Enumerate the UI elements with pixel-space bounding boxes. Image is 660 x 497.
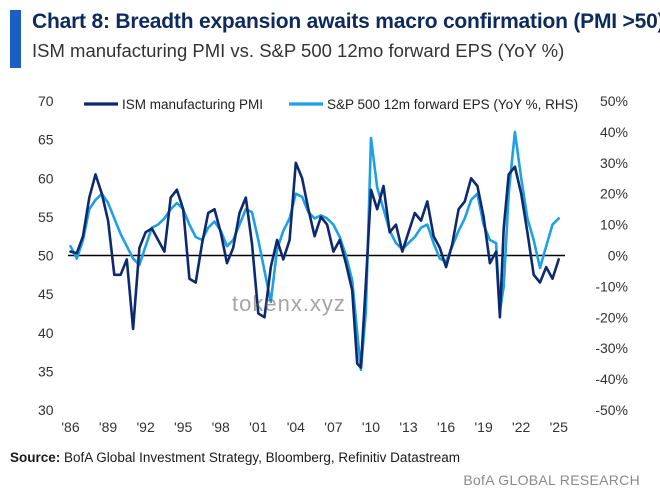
y-axis-left: 70 65 60 55 50 45 40 35 30 [38,93,54,418]
chart-title: Chart 8: Breadth expansion awaits macro … [32,10,660,33]
x-tick-label: '95 [174,419,192,435]
y-axis-right: 50% 40% 30% 20% 10% 0% -10% -20% -30% -40% -50% [595,93,628,418]
y-left-tick-label: 50 [38,248,54,264]
x-tick-label: '92 [136,419,154,435]
y-right-tick-label: 20% [600,186,628,202]
x-tick-label: '13 [399,419,417,435]
brand-label: BofA GLOBAL RESEARCH [463,472,640,488]
y-right-tick-label: 10% [600,217,628,233]
x-tick-label: '89 [99,419,117,435]
x-axis: '86 '89 '92 '95 '98 '01 '04 '07 '10 '13 '16 '19 '22 '… [61,419,568,435]
source-label: Source: [10,450,61,465]
y-right-tick-label: 40% [600,124,628,140]
chart-subtitle: ISM manufacturing PMI vs. S&P 500 12mo f… [32,40,565,61]
x-tick-label: '19 [475,419,493,435]
y-left-tick-label: 65 [38,132,54,148]
y-right-tick-label: 30% [600,155,628,171]
y-left-tick-label: 55 [38,209,54,225]
source-note: Source: BofA Global Investment Strategy,… [10,450,650,465]
y-right-tick-label: -30% [595,340,628,356]
y-right-tick-label: -20% [595,309,628,325]
y-right-tick-label: -10% [595,278,628,294]
y-left-tick-label: 35 [38,363,54,379]
source-text: BofA Global Investment Strategy, Bloombe… [64,450,460,465]
y-left-tick-label: 70 [38,93,54,109]
y-left-tick-label: 40 [38,325,54,341]
x-tick-label: '07 [324,419,342,435]
x-tick-label: '10 [362,419,380,435]
title-accent-bar [10,10,21,68]
x-tick-label: '04 [287,419,305,435]
series-lines [69,130,560,372]
x-tick-label: '86 [61,419,79,435]
x-tick-label: '98 [212,419,230,435]
y-left-tick-label: 60 [38,170,54,186]
legend-label: ISM manufacturing PMI [122,97,263,112]
x-tick-label: '25 [550,419,568,435]
ism-pmi-series-line [69,161,560,369]
x-tick-label: '22 [512,419,530,435]
legend-label: S&P 500 12m forward EPS (YoY %, RHS) [327,97,578,112]
watermark-text: tokenx.xyz [232,291,346,316]
eps-growth-series-line [69,130,560,372]
y-left-tick-label: 45 [38,286,54,302]
y-right-tick-label: 0% [608,248,628,264]
y-right-tick-label: -40% [595,371,628,387]
x-tick-label: '01 [249,419,267,435]
y-right-tick-label: -50% [595,402,628,418]
y-right-tick-label: 50% [600,93,628,109]
legend: ISM manufacturing PMI S&P 500 12m forward… [84,97,578,112]
y-left-tick-label: 30 [38,402,54,418]
x-tick-label: '16 [437,419,455,435]
